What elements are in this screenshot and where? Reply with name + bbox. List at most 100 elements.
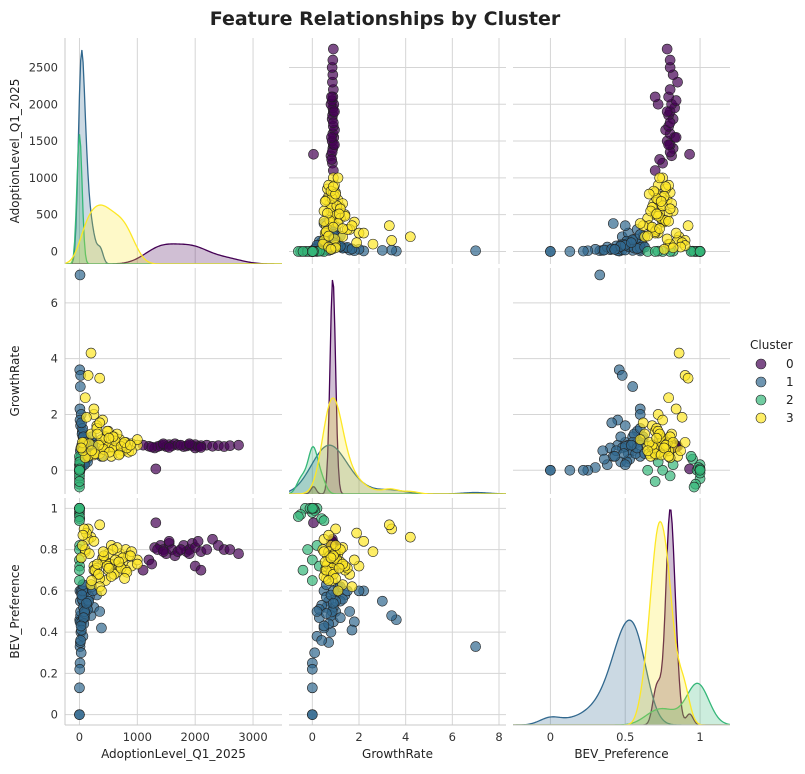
density-area-cluster-3 bbox=[513, 521, 730, 725]
legend-label-cluster-2: 2 bbox=[786, 393, 794, 407]
scatter-point-cluster-1 bbox=[615, 431, 627, 443]
scatter-points bbox=[74, 269, 244, 493]
scatter-point-cluster-1 bbox=[74, 709, 85, 720]
scatter-point-cluster-2 bbox=[74, 464, 85, 476]
scatter-point-cluster-3 bbox=[319, 196, 331, 207]
density-area-cluster-0 bbox=[65, 243, 282, 264]
scatter-point-cluster-1 bbox=[307, 709, 318, 720]
scatter-point-cluster-0 bbox=[326, 132, 337, 143]
y-tick-label: 0.8 bbox=[40, 543, 58, 557]
x-axis-label-growthrate: GrowthRate bbox=[362, 747, 433, 761]
scatter-point-cluster-0 bbox=[326, 154, 338, 165]
scatter-point-cluster-3 bbox=[367, 546, 379, 557]
density-curves bbox=[65, 49, 282, 264]
y-tick-label: 0.4 bbox=[40, 625, 58, 639]
y-tick-label: 0.2 bbox=[40, 666, 58, 680]
scatter-point-cluster-1 bbox=[616, 370, 628, 381]
scatter-point-cluster-0 bbox=[663, 139, 674, 151]
scatter-point-cluster-0 bbox=[158, 546, 169, 557]
scatter-point-cluster-3 bbox=[349, 554, 360, 566]
y-tick-label: 0 bbox=[51, 244, 58, 258]
scatter-point-cluster-3 bbox=[97, 546, 109, 557]
scatter-point-cluster-3 bbox=[82, 370, 94, 381]
scatter-point-cluster-2 bbox=[649, 476, 661, 487]
density-line-cluster-1 bbox=[513, 619, 730, 725]
x-tick-label: 1 bbox=[696, 730, 703, 744]
density-line-cluster-0 bbox=[513, 509, 730, 725]
scatter-point-cluster-3 bbox=[351, 527, 362, 539]
y-axis-label-growthrate: GrowthRate bbox=[8, 346, 22, 417]
panel-adoptionlevel-q1-2025-vs-growthrate bbox=[289, 38, 506, 264]
scatter-point-cluster-2 bbox=[74, 575, 85, 586]
x-tick-label: 8 bbox=[495, 730, 502, 744]
scatter-point-cluster-1 bbox=[74, 663, 86, 675]
density-area-cluster-1 bbox=[65, 50, 282, 264]
density-area-cluster-3 bbox=[289, 398, 506, 494]
scatter-point-cluster-3 bbox=[107, 544, 119, 555]
scatter-point-cluster-0 bbox=[326, 91, 337, 103]
scatter-point-cluster-3 bbox=[94, 372, 106, 384]
scatter-point-cluster-3 bbox=[651, 208, 662, 220]
scatter-point-cluster-2 bbox=[74, 564, 85, 576]
scatter-point-cluster-0 bbox=[654, 154, 665, 165]
panel-bev-preference-vs-growthrate bbox=[289, 498, 506, 726]
x-tick-label: 0 bbox=[547, 730, 554, 744]
scatter-point-cluster-3 bbox=[93, 439, 104, 451]
density-line-cluster-0 bbox=[289, 279, 506, 494]
scatter-point-cluster-0 bbox=[233, 439, 244, 451]
scatter-point-cluster-0 bbox=[150, 463, 162, 475]
scatter-point-cluster-1 bbox=[606, 417, 618, 429]
scatter-point-cluster-0 bbox=[175, 439, 187, 451]
scatter-point-cluster-1 bbox=[564, 246, 576, 257]
scatter-point-cluster-1 bbox=[609, 244, 621, 255]
legend-label-cluster-3: 3 bbox=[786, 411, 794, 425]
scatter-point-cluster-0 bbox=[224, 544, 236, 555]
scatter-point-cluster-3 bbox=[333, 208, 345, 220]
scatter-point-cluster-3 bbox=[94, 519, 106, 531]
scatter-point-cluster-3 bbox=[655, 196, 667, 207]
scatter-point-cluster-2 bbox=[642, 464, 653, 476]
scatter-point-cluster-1 bbox=[545, 246, 556, 257]
scatter-point-cluster-3 bbox=[679, 437, 691, 448]
scatter-point-cluster-0 bbox=[308, 149, 319, 160]
scatter-point-cluster-1 bbox=[625, 439, 637, 451]
scatter-point-cluster-2 bbox=[307, 246, 318, 257]
scatter-point-cluster-2 bbox=[293, 511, 304, 522]
scatter-point-cluster-1 bbox=[316, 635, 327, 646]
scatter-point-cluster-3 bbox=[325, 552, 337, 564]
scatter-point-cluster-3 bbox=[657, 414, 668, 426]
scatter-point-cluster-3 bbox=[358, 227, 369, 239]
scatter-point-cluster-3 bbox=[663, 216, 674, 227]
scatter-point-cluster-3 bbox=[79, 392, 91, 404]
scatter-point-cluster-0 bbox=[233, 548, 244, 560]
scatter-point-cluster-1 bbox=[75, 647, 87, 659]
scatter-point-cluster-1 bbox=[377, 245, 388, 256]
panel-background bbox=[513, 38, 730, 264]
scatter-point-cluster-1 bbox=[609, 451, 621, 462]
scatter-point-cluster-3 bbox=[132, 558, 143, 570]
scatter-point-cluster-3 bbox=[405, 231, 416, 243]
scatter-point-cluster-3 bbox=[405, 531, 416, 543]
scatter-point-cluster-3 bbox=[634, 434, 646, 445]
scatter-point-cluster-1 bbox=[598, 453, 610, 465]
scatter-point-cluster-0 bbox=[150, 517, 162, 529]
scatter-point-cluster-3 bbox=[97, 451, 109, 462]
x-axis-label-bev-preference: BEV_Preference bbox=[574, 747, 668, 761]
scatter-point-cluster-3 bbox=[96, 585, 107, 597]
scatter-point-cluster-1 bbox=[578, 464, 589, 476]
scatter-point-cluster-0 bbox=[328, 43, 339, 55]
scatter-point-cluster-1 bbox=[607, 218, 619, 229]
scatter-point-cluster-3 bbox=[642, 230, 653, 242]
scatter-point-cluster-3 bbox=[330, 540, 341, 551]
scatter-point-cluster-0 bbox=[670, 132, 682, 143]
scatter-point-cluster-0 bbox=[664, 54, 676, 66]
scatter-point-cluster-3 bbox=[337, 223, 348, 234]
scatter-point-cluster-2 bbox=[307, 503, 318, 514]
x-axis-label-adoptionlevel-q1-2025: AdoptionLevel_Q1_2025 bbox=[101, 747, 246, 761]
scatter-point-cluster-0 bbox=[329, 106, 340, 117]
scatter-point-cluster-3 bbox=[637, 417, 649, 429]
density-area-cluster-0 bbox=[289, 280, 506, 494]
scatter-point-cluster-3 bbox=[113, 449, 125, 461]
